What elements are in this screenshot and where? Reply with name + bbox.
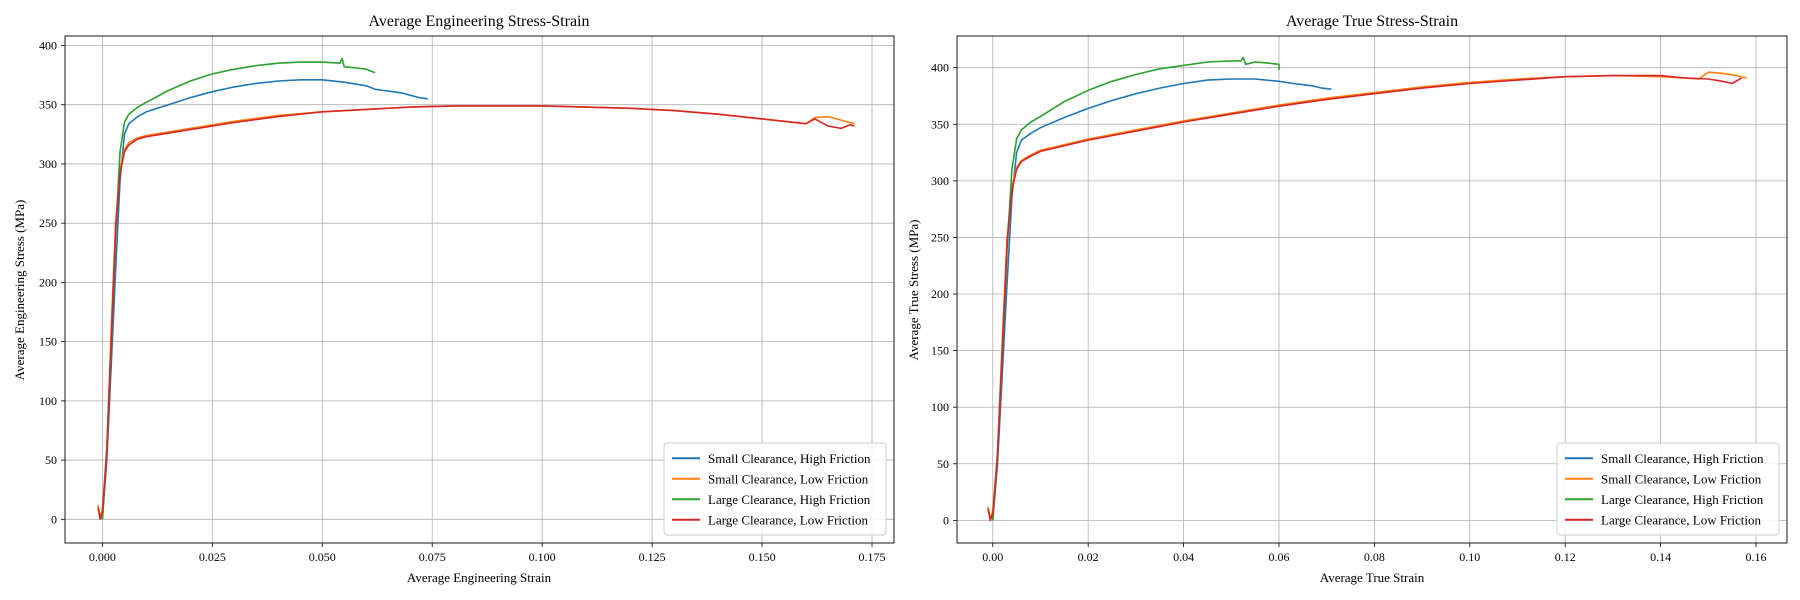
engineering-ticks: 0.000 0.025 0.050 0.075 0.100 0.125 0.150 0.175… (39, 38, 886, 564)
engineering-legend-label-1: Small Clearance, Low Friction (708, 471, 869, 486)
true-x-tick-label: 0.12 (1555, 550, 1576, 564)
engineering-legend-label-3: Large Clearance, Low Friction (708, 512, 869, 527)
engineering-legend-label-0: Small Clearance, High Friction (708, 451, 871, 466)
engineering-x-tick-label: 0.075 (419, 550, 446, 564)
engineering-x-axis-label: Average Engineering Strain (407, 570, 552, 585)
engineering-x-tick-label: 0.175 (859, 550, 886, 564)
true-legend-label-2: Large Clearance, High Friction (1601, 492, 1764, 507)
true-y-tick-label: 350 (931, 117, 949, 131)
true-series-line-3 (987, 74, 1743, 522)
true-series-line-0 (992, 78, 1332, 521)
true-y-tick-label: 0 (943, 513, 949, 527)
engineering-x-tick-label: 0.050 (309, 550, 336, 564)
engineering-y-tick-label: 150 (39, 335, 57, 349)
true-y-axis-label: Average True Stress (MPa) (906, 220, 921, 361)
true-x-tick-label: 0.10 (1459, 550, 1480, 564)
engineering-y-tick-label: 100 (39, 394, 57, 408)
engineering-x-tick-label: 0.100 (529, 550, 556, 564)
engineering-x-tick-label: 0.150 (749, 550, 776, 564)
true-chart-title: Average True Stress-Strain (1286, 13, 1458, 30)
engineering-x-tick-label: 0.025 (199, 550, 226, 564)
true-grid (957, 36, 1787, 543)
true-y-tick-label: 100 (931, 400, 949, 414)
engineering-chart: Average Engineering Stress-Strain 0.000 0… (12, 13, 895, 585)
true-x-tick-label: 0.16 (1745, 550, 1766, 564)
true-x-tick-label: 0.08 (1364, 550, 1385, 564)
engineering-y-tick-label: 250 (39, 216, 57, 230)
true-x-tick-label: 0.06 (1268, 550, 1289, 564)
engineering-x-tick-label: 0.000 (89, 550, 116, 564)
true-ticks: 0.00 0.02 0.04 0.06 0.08 0.10 0.12 0.14 0.16 0 50 1… (931, 61, 1766, 564)
true-chart: Average True Stress-Strain 0.00 0.02 0.04 0… (906, 13, 1788, 585)
true-legend-label-0: Small Clearance, High Friction (1601, 451, 1764, 466)
engineering-legend-label-2: Large Clearance, High Friction (708, 492, 871, 507)
engineering-x-tick-label: 0.125 (639, 550, 666, 564)
engineering-y-tick-label: 50 (45, 453, 57, 467)
engineering-chart-title: Average Engineering Stress-Strain (369, 13, 590, 30)
true-y-tick-label: 300 (931, 174, 949, 188)
true-x-tick-label: 0.14 (1650, 550, 1671, 564)
engineering-lines (97, 57, 855, 521)
true-y-tick-label: 400 (931, 61, 949, 75)
true-y-tick-label: 150 (931, 344, 949, 358)
true-x-tick-label: 0.02 (1078, 550, 1099, 564)
engineering-grid (65, 36, 894, 543)
true-legend-label-1: Small Clearance, Low Friction (1601, 471, 1762, 486)
engineering-series-line-3 (97, 105, 855, 521)
true-lines (987, 56, 1747, 522)
true-series-line-2 (992, 56, 1280, 521)
true-y-tick-label: 50 (937, 457, 949, 471)
engineering-legend-box (663, 442, 887, 536)
engineering-y-tick-label: 200 (39, 275, 57, 289)
true-legend-box (1556, 442, 1780, 536)
engineering-plot-frame (64, 35, 895, 544)
true-x-axis-label: Average True Strain (1320, 570, 1425, 585)
true-x-tick-label: 0.00 (982, 550, 1003, 564)
engineering-y-tick-label: 400 (39, 38, 57, 52)
true-x-tick-label: 0.04 (1173, 550, 1194, 564)
true-plot-frame (956, 35, 1788, 544)
engineering-y-tick-label: 0 (51, 512, 57, 526)
engineering-series-line-2 (101, 57, 376, 520)
engineering-y-tick-label: 350 (39, 98, 57, 112)
true-legend: Small Clearance, High Friction Small Clea… (1556, 442, 1780, 536)
true-y-tick-label: 250 (931, 230, 949, 244)
engineering-y-axis-label: Average Engineering Stress (MPa) (12, 200, 27, 381)
true-legend-label-3: Large Clearance, Low Friction (1601, 512, 1762, 527)
engineering-y-tick-label: 300 (39, 157, 57, 171)
true-y-tick-label: 200 (931, 287, 949, 301)
engineering-legend: Small Clearance, High Friction Small Clea… (663, 442, 887, 536)
